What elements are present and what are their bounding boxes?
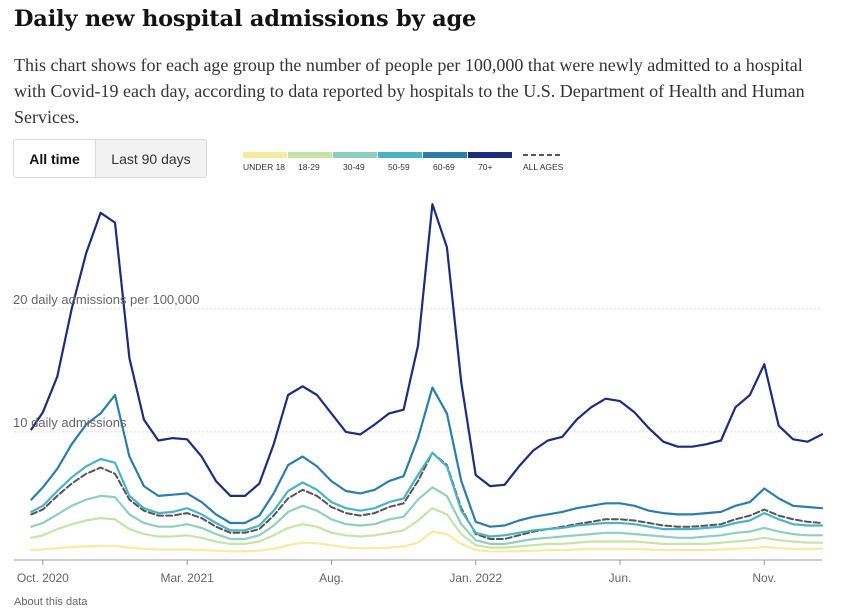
series-line-60-69: [30, 386, 824, 528]
all-time-button[interactable]: All time: [14, 140, 96, 177]
legend-swatch-50-59: [378, 152, 422, 158]
legend-swatch-60-69: [423, 152, 467, 158]
last-90-days-button[interactable]: Last 90 days: [96, 140, 206, 177]
x-tick-label: Nov.: [752, 571, 776, 585]
legend-label: UNDER 18: [243, 162, 285, 172]
x-tick-label: Oct. 2020: [17, 571, 69, 585]
series-line-all-ages: [30, 451, 823, 540]
legend-label: 50-59: [388, 162, 410, 172]
x-tick-label: Jun.: [609, 571, 632, 585]
legend-label: 70+: [478, 162, 492, 172]
legend-label: 30-49: [343, 162, 365, 172]
legend-swatch-70+: [468, 152, 512, 158]
gridline-label: 20 daily admissions per 100,000: [13, 292, 199, 307]
series-line-30-49: [30, 486, 824, 545]
legend-swatch-30-49: [333, 152, 377, 158]
x-tick-label: Mar. 2021: [160, 571, 214, 585]
series-line-50-59: [30, 451, 824, 538]
chart-title: Daily new hospital admissions by age: [14, 6, 477, 32]
series-line-70+: [30, 203, 824, 497]
legend-label: ALL AGES: [523, 162, 564, 172]
x-tick-label: Jan. 2022: [449, 571, 502, 585]
series-line-18-29: [30, 507, 824, 549]
legend: UNDER 18 18-29 30-49 50-59 60-69 70+ ALL AGES: [243, 152, 564, 172]
legend-label: 60-69: [433, 162, 455, 172]
legend-swatch-under-18: [243, 152, 287, 158]
legend-swatch-18-29: [288, 152, 332, 158]
gridline-labels: 20 daily admissions per 100,000 10 daily …: [13, 292, 199, 430]
time-range-toggle: All time Last 90 days: [13, 139, 207, 178]
series-lines: [30, 203, 824, 553]
about-data-link[interactable]: About this data: [14, 596, 88, 608]
legend-label: 18-29: [298, 162, 320, 172]
x-axis: Oct. 2020 Mar. 2021 Aug. Jan. 2022 Jun. Nov.: [17, 560, 776, 585]
gridline-label: 10 daily admissions: [13, 415, 127, 430]
series-line-under-18: [30, 530, 824, 553]
gridlines: [14, 308, 822, 561]
x-tick-label: Aug.: [319, 571, 344, 585]
chart-description: This chart shows for each age group the …: [14, 55, 805, 127]
